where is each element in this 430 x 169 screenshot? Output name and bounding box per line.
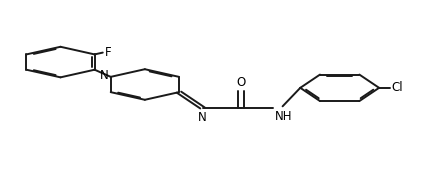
Text: F: F: [104, 46, 111, 59]
Text: NH: NH: [274, 111, 292, 124]
Text: O: O: [236, 76, 245, 89]
Text: N: N: [198, 111, 206, 124]
Text: N: N: [100, 69, 108, 82]
Text: Cl: Cl: [390, 81, 402, 94]
